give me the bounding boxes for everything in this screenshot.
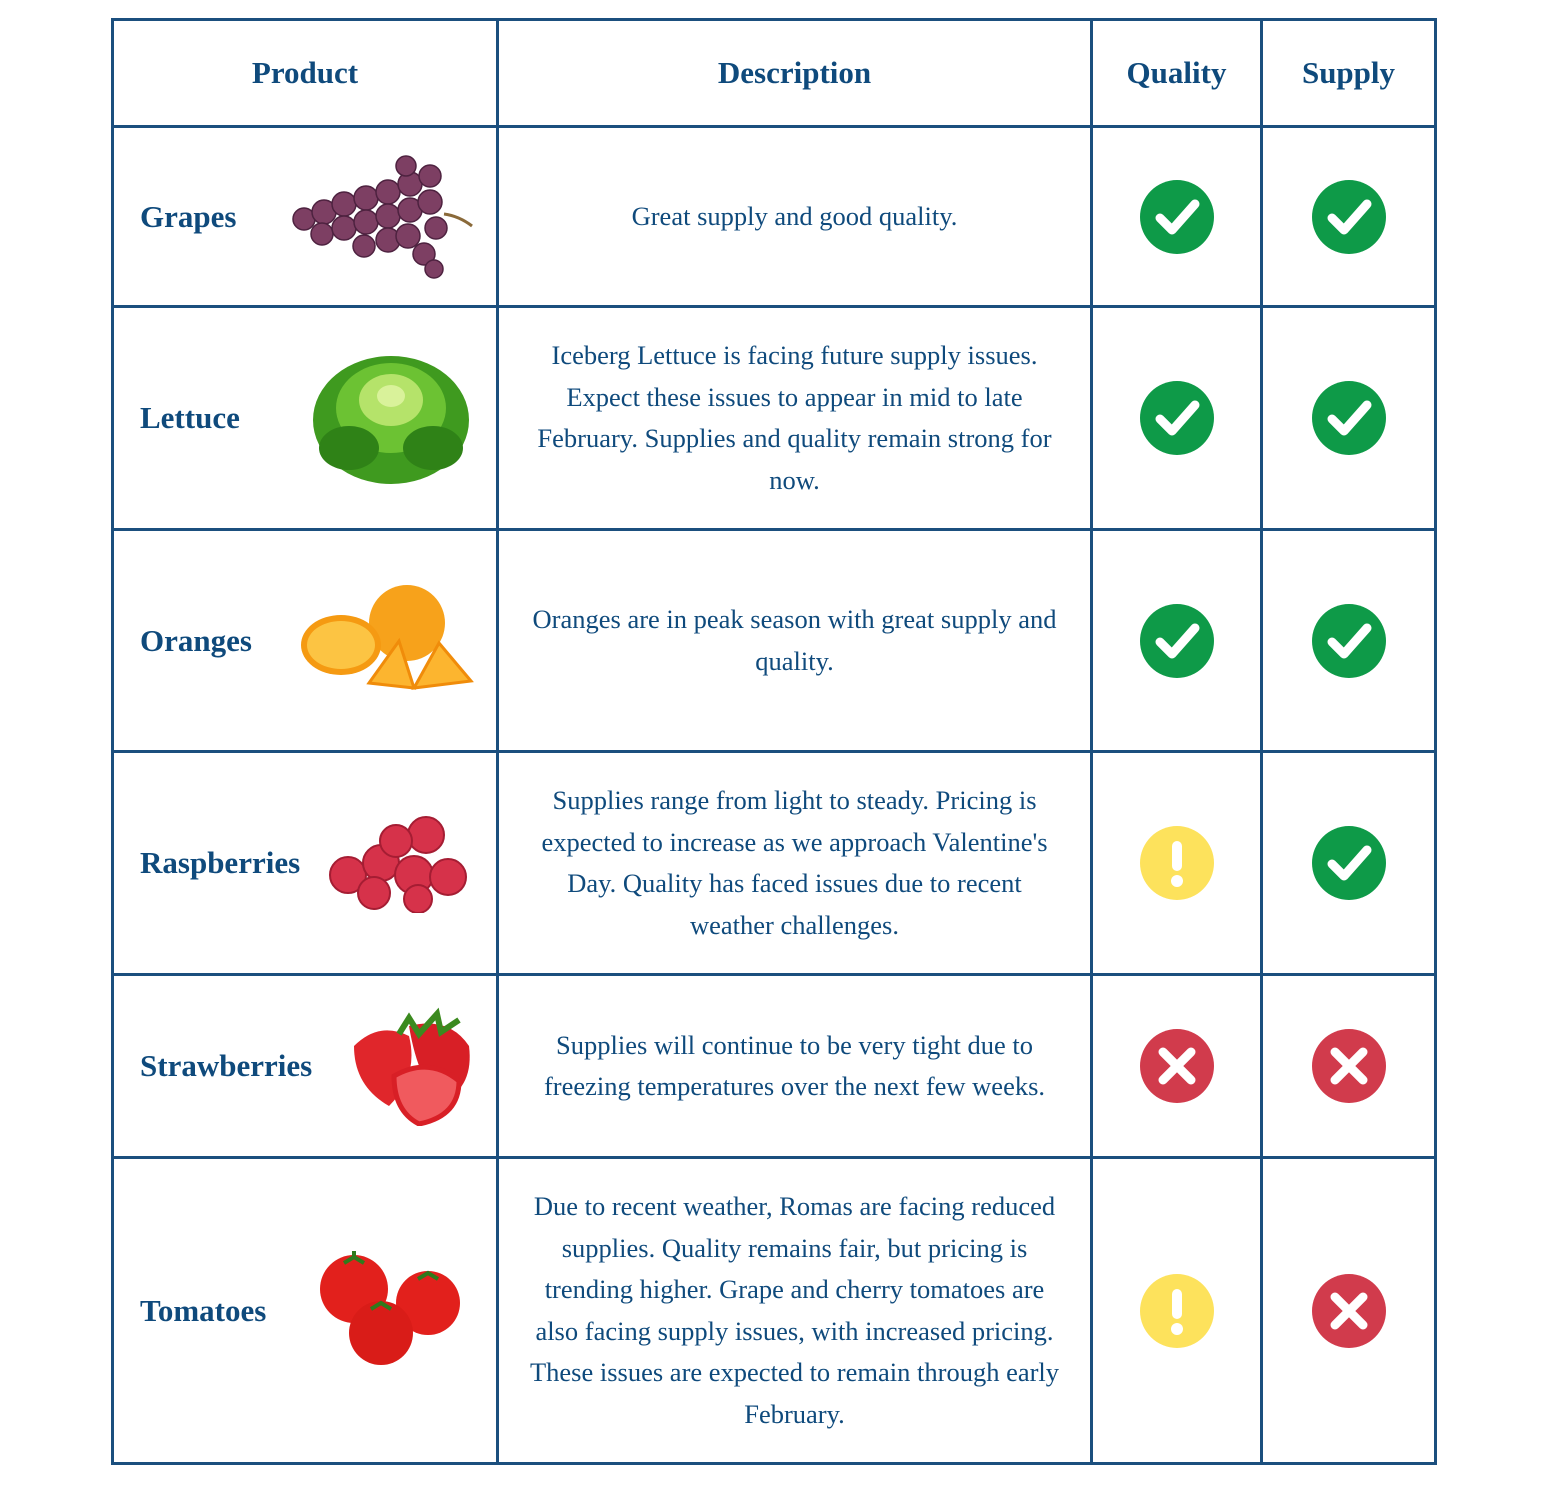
description: Due to recent weather, Romas are facing … xyxy=(496,1156,1093,1465)
row: Grapes Great supply and good quality. xyxy=(111,125,1437,308)
product-name: Tomatoes xyxy=(140,1292,267,1328)
description: Supplies range from light to steady. Pri… xyxy=(496,750,1093,976)
status-good xyxy=(1139,380,1215,456)
product-name: Raspberries xyxy=(140,845,301,880)
product-name: Oranges xyxy=(140,622,252,658)
product-cell: Grapes xyxy=(111,125,499,308)
supply-cell xyxy=(1260,125,1437,308)
row: Oranges Oranges are in peak season with … xyxy=(111,528,1437,753)
quality-cell xyxy=(1090,305,1263,531)
status-bad xyxy=(1311,1273,1387,1349)
supply-cell xyxy=(1260,750,1437,976)
description: Great supply and good quality. xyxy=(496,125,1093,308)
quality-cell xyxy=(1090,125,1263,308)
quality-cell xyxy=(1090,973,1263,1159)
product-name: Strawberries xyxy=(140,1048,313,1083)
row: Raspberries Supplies range from light to… xyxy=(111,750,1437,976)
product-cell: Lettuce xyxy=(111,305,499,531)
description: Supplies will continue to be very tight … xyxy=(496,973,1093,1159)
product-name: Lettuce xyxy=(140,400,240,435)
product-cell: Raspberries xyxy=(111,750,499,976)
header-cell: Quality xyxy=(1090,18,1263,128)
produce-table: Product Description Quality Supply Grape… xyxy=(111,18,1437,1465)
supply-cell xyxy=(1260,1156,1437,1465)
header-cell: Product xyxy=(111,18,499,128)
description: Oranges are in peak season with great su… xyxy=(496,528,1093,753)
raspberries-image xyxy=(329,816,467,913)
status-warning xyxy=(1139,1273,1214,1348)
header-row: Product Description Quality Supply xyxy=(111,18,1437,128)
quality-cell xyxy=(1090,750,1263,976)
lettuce-image xyxy=(313,356,469,484)
status-good xyxy=(1139,603,1215,679)
row: Lettuce Iceberg Lettuce is facing future… xyxy=(111,305,1437,531)
supply-cell xyxy=(1260,528,1437,753)
status-good xyxy=(1311,380,1387,456)
strawberries-image xyxy=(354,1007,470,1126)
oranges-image xyxy=(301,585,474,690)
product-cell: Tomatoes xyxy=(111,1156,499,1465)
product-cell: Strawberries xyxy=(111,973,499,1159)
status-good xyxy=(1311,179,1387,255)
row: Strawberries Supplies will continue to b… xyxy=(111,973,1437,1159)
status-good xyxy=(1311,825,1387,901)
tomatoes-image xyxy=(320,1250,460,1365)
quality-cell xyxy=(1090,1156,1263,1465)
grapes-image xyxy=(292,155,473,279)
product-cell: Oranges xyxy=(111,528,499,753)
status-good xyxy=(1139,179,1215,255)
header-cell: Description xyxy=(496,18,1093,128)
header-cell: Supply xyxy=(1260,18,1437,128)
status-good xyxy=(1311,603,1387,679)
quality-cell xyxy=(1090,528,1263,753)
status-warning xyxy=(1139,826,1214,900)
supply-cell xyxy=(1260,973,1437,1159)
status-bad xyxy=(1311,1028,1387,1104)
description: Iceberg Lettuce is facing future supply … xyxy=(496,305,1093,531)
product-name: Grapes xyxy=(140,198,237,234)
status-bad xyxy=(1139,1028,1215,1104)
row: Tomatoes Due to recent weather, Romas ar… xyxy=(111,1156,1437,1465)
supply-cell xyxy=(1260,305,1437,531)
